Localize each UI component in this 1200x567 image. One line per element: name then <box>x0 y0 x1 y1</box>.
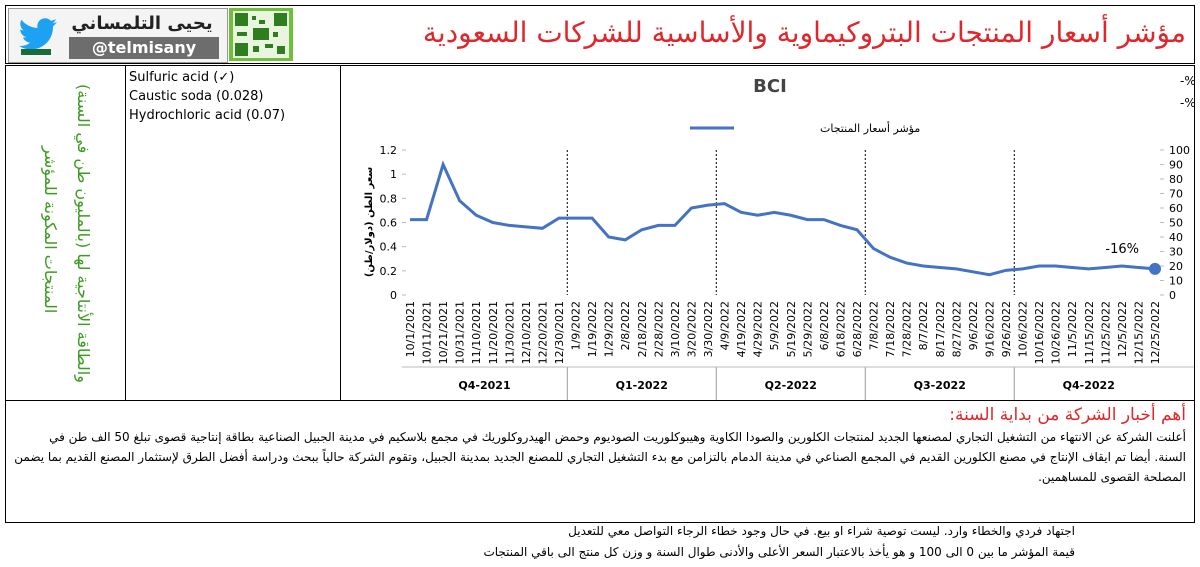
annotation: التغيير عن الربع السابق 16%- <box>1180 74 1194 89</box>
y-tick-label: 0.8 <box>380 192 398 205</box>
product: Hydrochloric acid (0.07) <box>129 108 286 123</box>
y2-tick-label: 60 <box>1169 202 1183 215</box>
y2-tick-label: 0 <box>1169 289 1176 302</box>
x-tick-label: 12/15/2022 <box>1132 301 1145 364</box>
chart: BCI التغيير عن الربع السابق 16%- التغيير… <box>364 74 1194 400</box>
author-card: يحيى التلمساني @telmisany <box>8 8 228 63</box>
x-tick-label: 10/26/2022 <box>1050 301 1063 364</box>
y2-tick-label: 20 <box>1169 260 1183 273</box>
x-tick-label: 9/26/2022 <box>1000 301 1013 357</box>
y2-tick-label: 10 <box>1169 275 1183 288</box>
x-tick-label: 5/19/2022 <box>785 301 798 357</box>
x-tick-label: 12/10/2021 <box>520 301 533 364</box>
x-tick-label: 6/8/2022 <box>818 301 831 350</box>
end-point <box>1149 262 1161 275</box>
x-tick-label: 12/30/2021 <box>553 301 566 364</box>
y2-tick-label: 80 <box>1169 173 1183 186</box>
quarter-label: Q4-2022 <box>1063 379 1115 392</box>
quarter-label: Q4-2021 <box>458 379 510 392</box>
y2-tick-label: 100 <box>1169 144 1190 157</box>
x-tick-label: 4/9/2022 <box>719 301 732 350</box>
y2-tick-label: 50 <box>1169 217 1183 230</box>
chart-title: BCI <box>753 76 787 97</box>
author-handle: @telmisany <box>69 37 219 59</box>
y-tick-label: 0.2 <box>380 265 398 278</box>
x-tick-label: 8/27/2022 <box>950 301 963 357</box>
annotation: التغيير عن الربع المماثل 69%- <box>1180 96 1194 111</box>
x-tick-label: 11/30/2021 <box>503 301 516 364</box>
footer-line: اجتهاد فردي والخطاء وارد. ليست توصية شرا… <box>568 524 1075 538</box>
y-tick-label: 1 <box>390 168 397 181</box>
product: Caustic soda (0.028) <box>129 89 264 104</box>
y2-tick-label: 70 <box>1169 188 1183 201</box>
x-tick-label: 10/31/2021 <box>454 301 467 364</box>
chart-box: BCI التغيير عن الربع السابق 16%- التغيير… <box>340 65 1195 401</box>
x-tick-label: 2/18/2022 <box>636 301 649 357</box>
x-tick-label: 8/7/2022 <box>917 301 930 350</box>
x-tick-label: 7/28/2022 <box>901 301 914 357</box>
x-tick-label: 8/17/2022 <box>934 301 947 357</box>
news-heading: أهم أخبار الشركة من بداية السنة: <box>949 405 1186 425</box>
x-tick-label: 7/18/2022 <box>884 301 897 357</box>
x-tick-label: 12/25/2022 <box>1149 301 1162 364</box>
x-tick-label: 10/6/2022 <box>1017 301 1030 357</box>
x-tick-label: 2/8/2022 <box>619 301 632 350</box>
y-tick-label: 1.2 <box>380 144 398 157</box>
header: يحيى التلمساني @telmisany مؤشر أسعار الم… <box>5 5 1195 64</box>
x-tick-label: 5/9/2022 <box>768 301 781 350</box>
caption-line: المنتجات المكونة للمؤشر <box>41 146 60 314</box>
y2-tick-label: 30 <box>1169 246 1183 259</box>
news-box: أهم أخبار الشركة من بداية السنة: أعلنت ا… <box>5 400 1195 523</box>
x-tick-label: 11/5/2022 <box>1066 301 1079 357</box>
end-label: -16% <box>1105 242 1139 257</box>
x-tick-label: 6/28/2022 <box>851 301 864 357</box>
x-tick-label: 11/20/2021 <box>487 301 500 364</box>
legend-label: مؤشر أسعار المنتجات <box>820 121 920 135</box>
quarter-label: Q3-2022 <box>914 379 966 392</box>
x-tick-label: 6/18/2022 <box>834 301 847 357</box>
x-tick-label: 11/15/2022 <box>1083 301 1096 364</box>
x-tick-label: 2/28/2022 <box>652 301 665 357</box>
twitter-logo <box>19 18 57 55</box>
series-line <box>410 160 1156 277</box>
y2-tick-label: 90 <box>1169 159 1183 172</box>
quarter-label: Q1-2022 <box>616 379 668 392</box>
x-tick-label: 3/20/2022 <box>685 301 698 357</box>
footer-line: قيمة المؤشر ما بين 0 الى 100 و هو يأخذ ب… <box>483 545 1075 559</box>
x-tick-label: 11/25/2022 <box>1099 301 1112 364</box>
x-tick-label: 11/10/2021 <box>470 301 483 364</box>
x-tick-label: 3/10/2022 <box>669 301 682 357</box>
y-tick-label: 0 <box>390 289 397 302</box>
x-tick-label: 9/6/2022 <box>967 301 980 350</box>
x-tick-label: 9/16/2022 <box>983 301 996 357</box>
y2-tick-label: 40 <box>1169 231 1183 244</box>
x-tick-label: 12/20/2021 <box>536 301 549 364</box>
x-tick-label: 1/19/2022 <box>586 301 599 357</box>
product-list: Sulfuric acid (✓) Caustic soda (0.028) H… <box>125 65 341 401</box>
caption-box: المنتجات المكونة للمؤشر والطاقة الأنتاجي… <box>5 65 126 401</box>
quarter-label: Q2-2022 <box>765 379 817 392</box>
x-tick-label: 10/11/2021 <box>421 301 434 364</box>
qr-code <box>229 8 293 61</box>
x-tick-label: 7/8/2022 <box>868 301 881 350</box>
x-tick-label: 1/9/2022 <box>570 301 583 350</box>
x-tick-label: 10/16/2022 <box>1033 301 1046 364</box>
x-tick-label: 4/29/2022 <box>752 301 765 357</box>
y-tick-label: 0.4 <box>380 241 398 254</box>
y-tick-label: 0.6 <box>380 217 398 230</box>
x-tick-label: 3/30/2022 <box>702 301 715 357</box>
caption-line: والطاقة الأنتاجية لها (بالمليون طن في ال… <box>74 84 93 383</box>
y-axis-label: سعر الطن (دولار/طن) <box>364 167 375 278</box>
author-name: يحيى التلمساني <box>71 13 213 34</box>
x-tick-label: 12/5/2022 <box>1116 301 1129 357</box>
news-body: أعلنت الشركة عن الانتهاء من التشغيل التج… <box>14 430 1186 484</box>
product: Sulfuric acid (✓) <box>129 70 235 85</box>
x-tick-label: 1/29/2022 <box>603 301 616 357</box>
x-tick-label: 10/1/2021 <box>404 301 417 357</box>
x-tick-label: 5/29/2022 <box>801 301 814 357</box>
x-tick-label: 4/19/2022 <box>735 301 748 357</box>
page-title: مؤشر أسعار المنتجات البتروكيماوية والأسا… <box>422 16 1186 49</box>
x-tick-label: 10/21/2021 <box>437 301 450 364</box>
